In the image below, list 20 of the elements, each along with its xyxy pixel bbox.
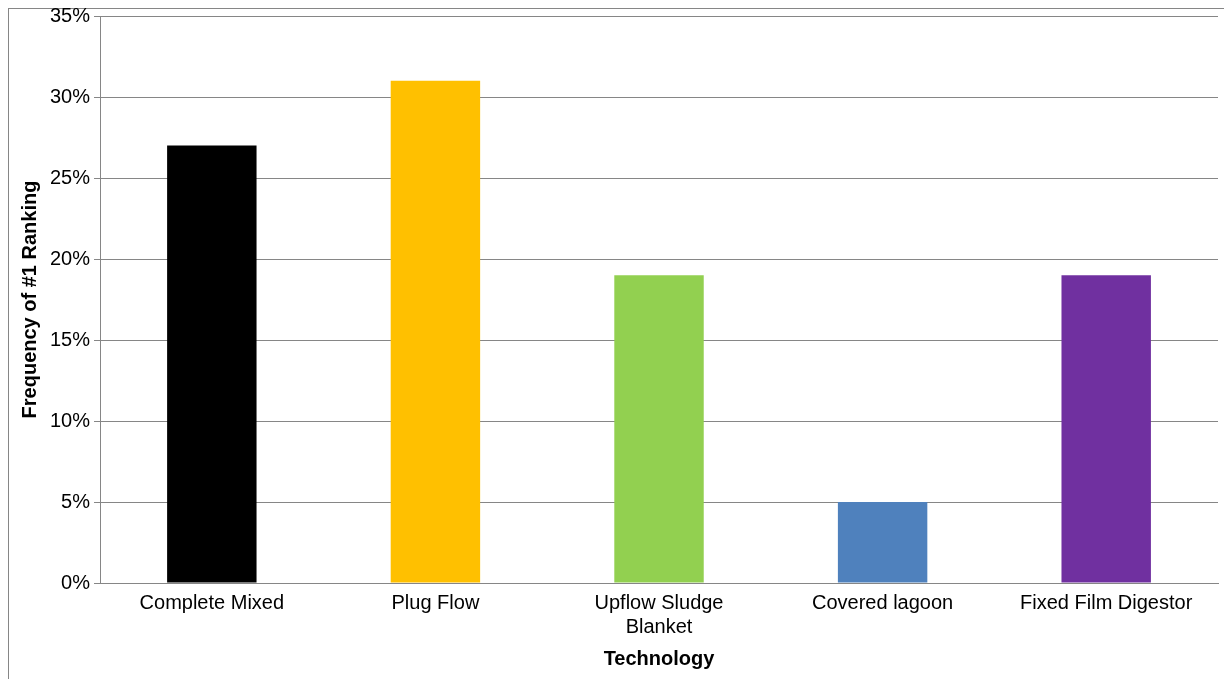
x-axis-title: Technology [603,646,716,669]
y-tick-label: 0% [61,570,91,593]
bar [167,145,257,583]
y-tick-label: 15% [50,327,91,350]
y-tick-label: 5% [61,489,91,512]
y-tick-label: 20% [50,246,91,269]
x-tick-label: Plug Flow [391,590,480,613]
bar [1061,275,1151,583]
bar [614,275,704,583]
bar [390,80,481,583]
x-tick-label: Covered lagoon [812,590,954,613]
x-tick-label: Complete Mixed [139,590,285,613]
x-tick-label: Fixed Film Digestor [1020,590,1193,613]
y-tick-label: 25% [50,165,91,188]
bar [837,502,928,583]
y-tick-label: 35% [50,3,91,26]
x-tick-label: Upflow Sludge Blanket [594,590,724,637]
y-axis-title: Frequency of #1 Ranking [17,180,40,419]
y-tick-label: 10% [50,408,91,431]
y-tick-label: 30% [50,84,91,107]
